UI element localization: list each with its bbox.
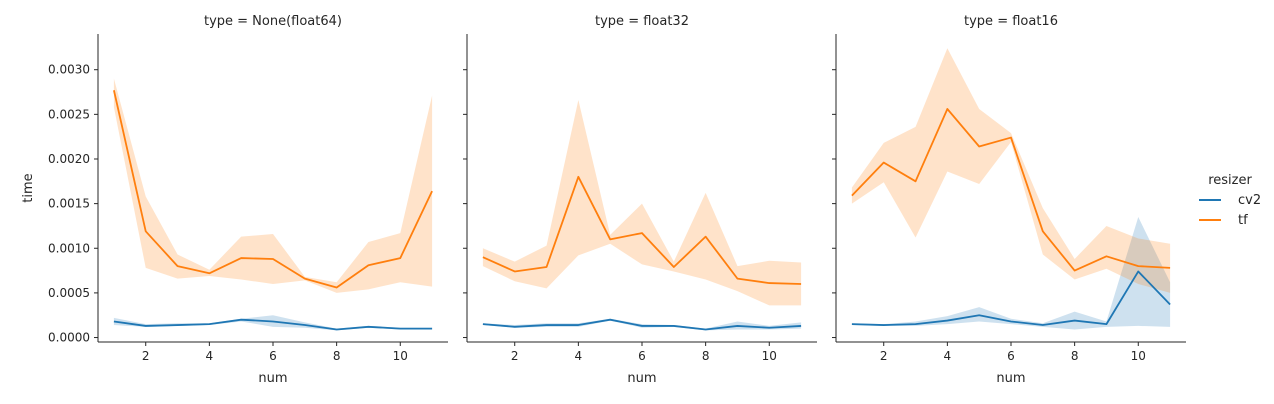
y-axis-label: time: [21, 173, 36, 202]
y-tick-label: 0.0025: [48, 107, 90, 121]
legend-title: resizer: [1208, 173, 1252, 188]
x-axis-label: num: [996, 371, 1025, 386]
x-tick-label: 4: [575, 349, 583, 363]
x-tick-label: 6: [638, 349, 646, 363]
x-tick-label: 2: [880, 349, 888, 363]
y-tick-label: 0.0000: [48, 331, 90, 345]
ci-band-cv2: [113, 315, 433, 331]
x-tick-label: 4: [944, 349, 952, 363]
legend-label-tf: tf: [1238, 213, 1248, 228]
series-line-tf: [113, 90, 433, 289]
x-tick-label: 6: [269, 349, 277, 363]
legend-label-cv2: cv2: [1238, 193, 1261, 208]
x-axis-label: num: [258, 371, 287, 386]
x-tick-label: 2: [511, 349, 519, 363]
x-tick-label: 8: [333, 349, 341, 363]
x-tick-label: 10: [1131, 349, 1146, 363]
x-tick-label: 10: [393, 349, 408, 363]
x-tick-label: 8: [1071, 349, 1079, 363]
panel-title: type = None(float64): [204, 14, 342, 29]
series-line-cv2: [482, 318, 802, 331]
ci-band-cv2: [851, 217, 1171, 330]
facet-panel: type = float16 2 4 6 8 10 num: [832, 14, 1186, 386]
series-line-tf: [851, 108, 1171, 272]
facet-panel: type = float32 2 4 6 8 10 num: [463, 14, 817, 386]
y-tick-label: 0.0020: [48, 152, 90, 166]
series-line-cv2: [113, 318, 433, 331]
legend: resizer cv2 tf: [1199, 173, 1261, 228]
facet-panel: type = None(float64) 2 4 6 8 10 num 0.0000 0.000…: [21, 14, 448, 386]
y-tick-label: 0.0015: [48, 197, 90, 211]
y-tick-label: 0.0010: [48, 241, 90, 255]
ci-band-tf: [851, 48, 1171, 293]
series-line-cv2: [851, 270, 1171, 326]
series-line-tf: [482, 175, 802, 285]
x-tick-label: 4: [206, 349, 214, 363]
ci-band-tf: [113, 78, 433, 293]
x-tick-label: 8: [702, 349, 710, 363]
x-tick-label: 10: [762, 349, 777, 363]
y-tick-label: 0.0005: [48, 286, 90, 300]
panel-title: type = float32: [595, 14, 689, 29]
panel-title: type = float16: [964, 14, 1058, 29]
x-tick-label: 6: [1007, 349, 1015, 363]
y-tick-label: 0.0030: [48, 63, 90, 77]
ci-band-tf: [482, 100, 802, 306]
ci-band-cv2: [482, 318, 802, 331]
x-tick-label: 2: [142, 349, 150, 363]
x-axis-label: num: [627, 371, 656, 386]
